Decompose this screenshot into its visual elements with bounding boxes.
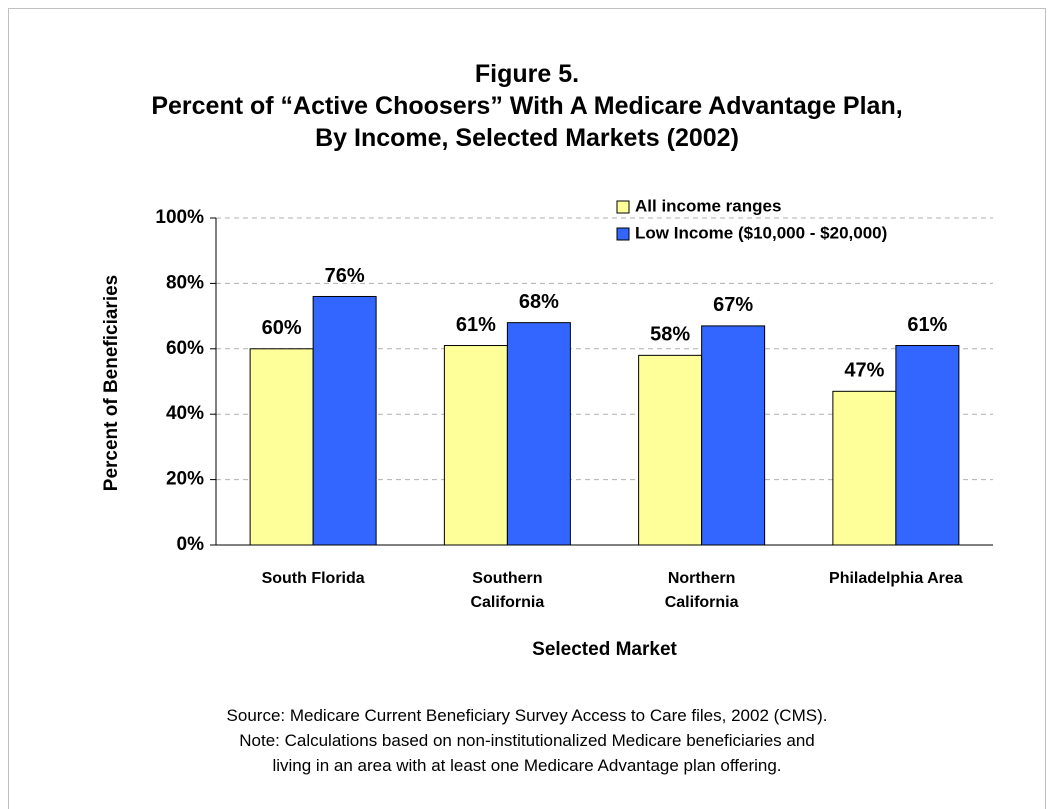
data-label: 58% <box>650 324 690 346</box>
data-label: 61% <box>456 314 496 336</box>
bar <box>701 325 766 546</box>
data-label: 76% <box>325 265 365 287</box>
bar <box>249 348 314 546</box>
chart-title: Figure 5. Percent of “Active Choosers” W… <box>151 60 903 152</box>
bar <box>832 390 897 546</box>
data-label: 47% <box>844 360 884 382</box>
legend-label: All income ranges <box>635 196 781 215</box>
y-tick-label: 80% <box>166 272 204 293</box>
bar <box>506 322 571 546</box>
legend-swatch <box>616 227 630 241</box>
legend-swatch <box>616 200 630 214</box>
y-axis-label: Percent of Beneficiaries <box>101 275 122 491</box>
y-tick-label: 60% <box>166 338 204 359</box>
bar <box>312 295 377 546</box>
frame <box>8 8 1046 809</box>
legend-label: Low Income ($10,000 - $20,000) <box>635 223 887 242</box>
source-note: Source: Medicare Current Beneficiary Sur… <box>226 706 828 775</box>
y-tick-label: 100% <box>155 207 204 228</box>
x-tick-label: Northern California <box>664 570 739 611</box>
data-label: 60% <box>262 317 302 339</box>
x-tick-label: South Florida <box>261 570 365 587</box>
bar <box>443 345 508 546</box>
x-axis-label: Selected Market <box>532 639 677 660</box>
bar <box>895 345 960 546</box>
data-label: 67% <box>713 294 753 316</box>
data-label: 61% <box>907 314 947 336</box>
y-tick-label: 20% <box>166 469 204 490</box>
x-tick-label: Philadelphia Area <box>829 570 963 587</box>
y-tick-label: 40% <box>166 403 204 424</box>
data-label: 68% <box>519 291 559 313</box>
x-tick-label: Southern California <box>470 570 545 611</box>
y-tick-label: 0% <box>177 534 205 555</box>
bar <box>638 354 703 546</box>
